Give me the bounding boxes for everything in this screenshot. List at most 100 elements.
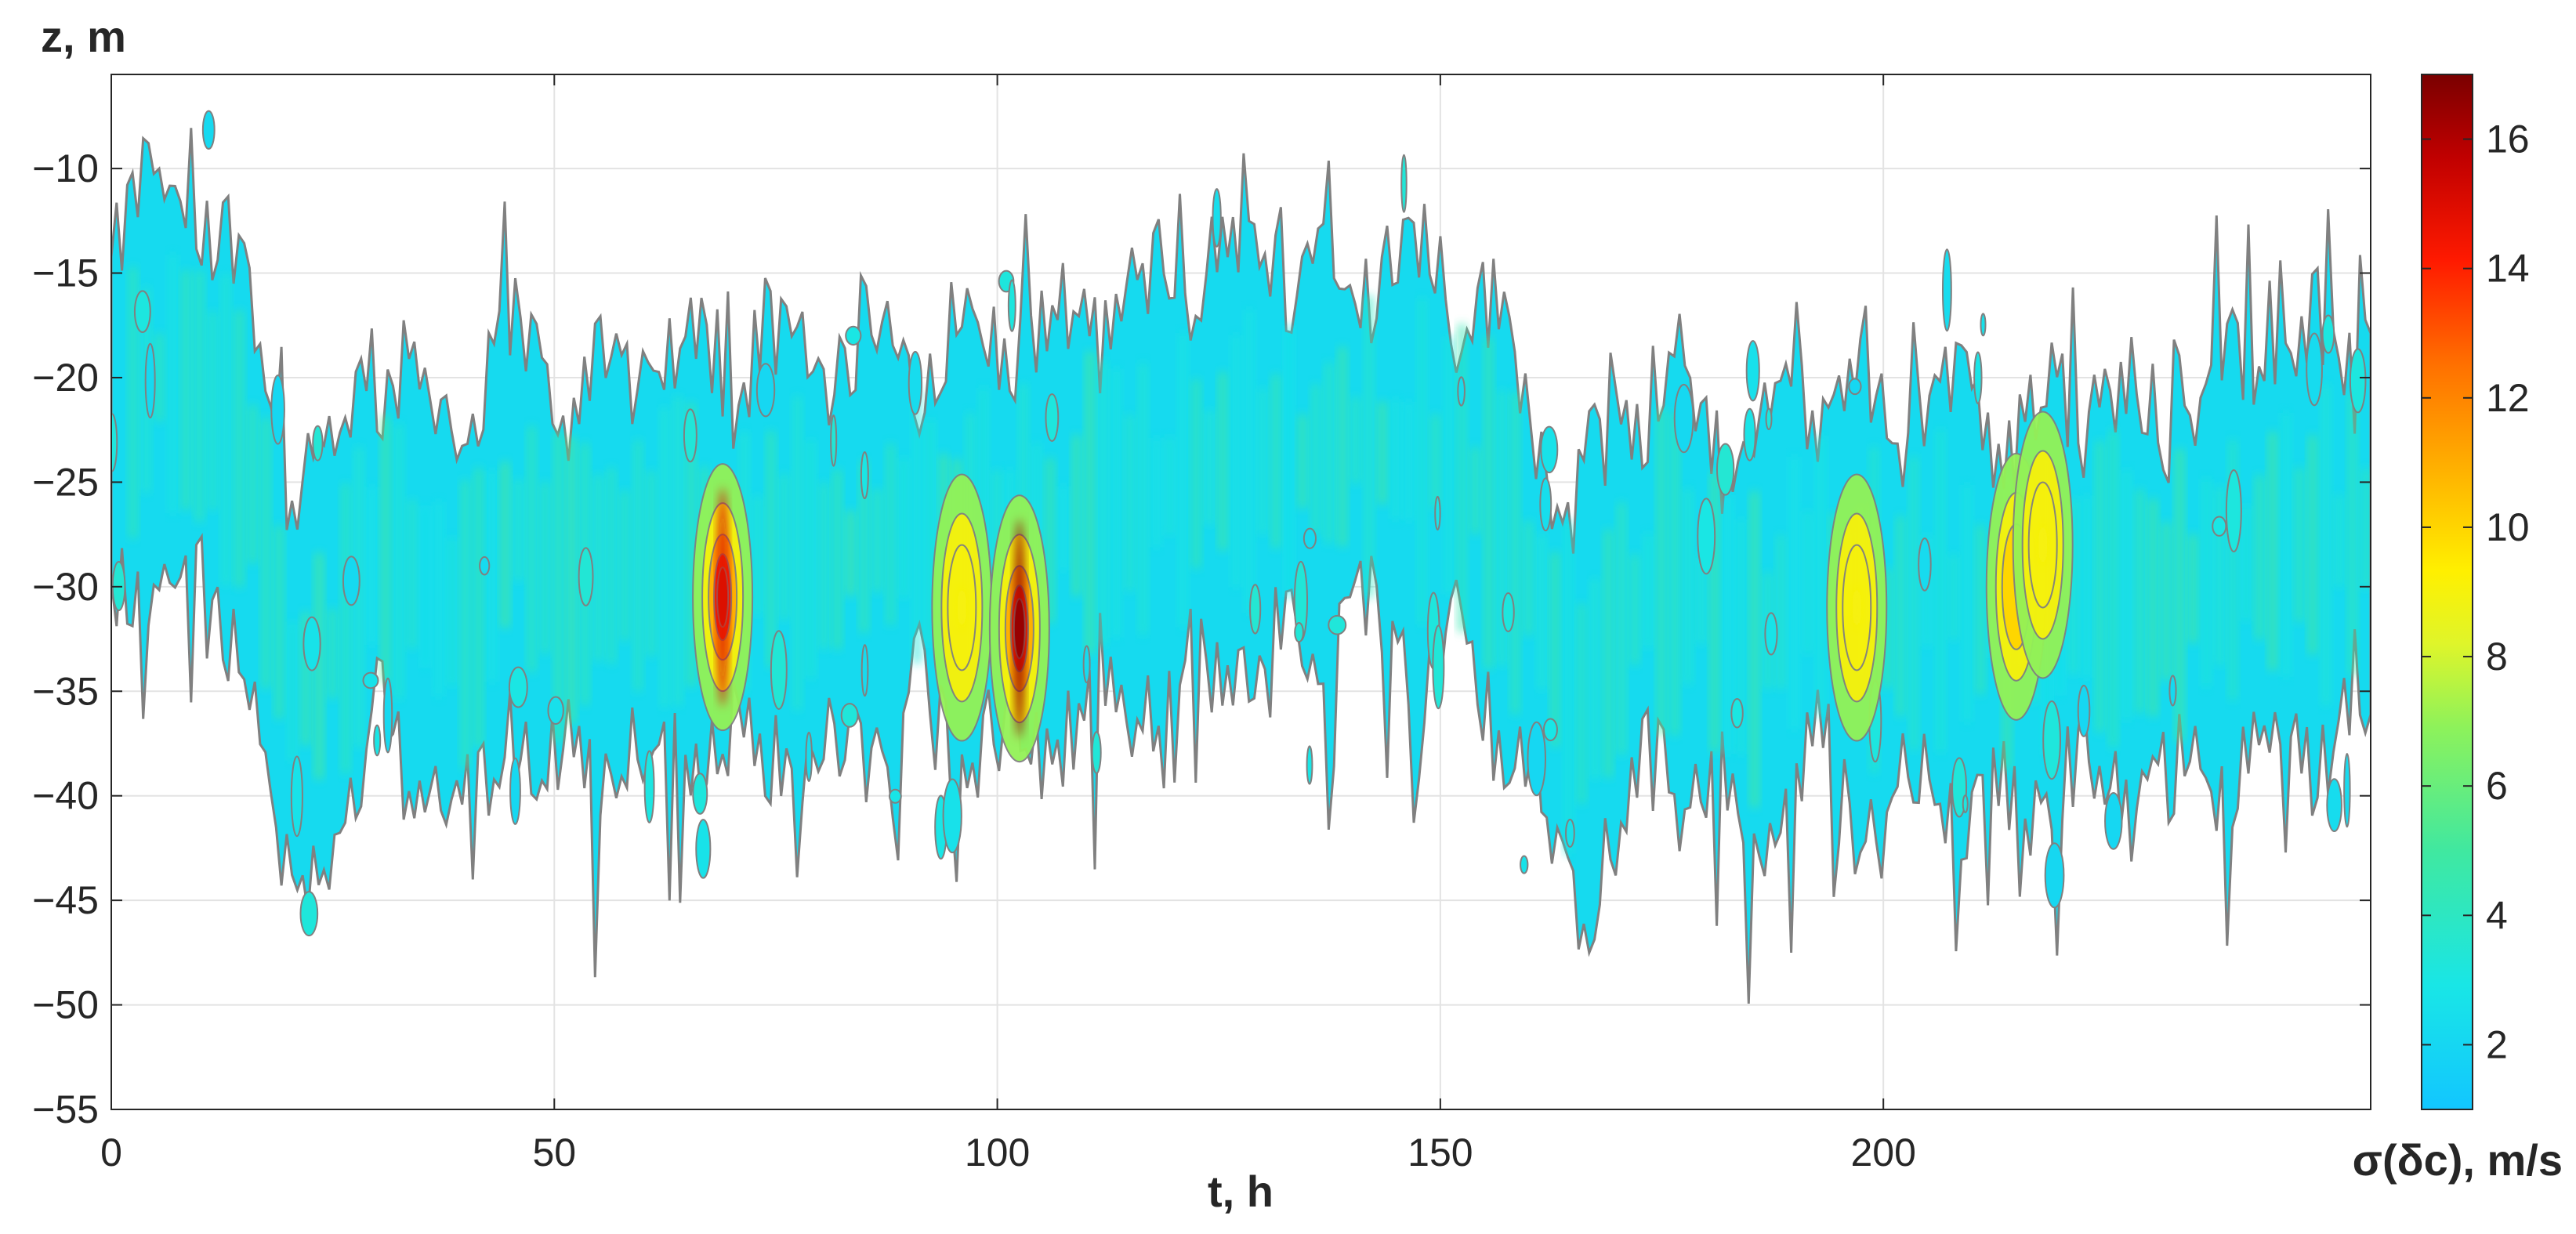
contour-streak <box>1152 437 1161 548</box>
plot-frame <box>111 74 2371 1110</box>
contour-blob <box>479 555 491 576</box>
contour-streak <box>1045 458 1054 624</box>
contour-blob <box>1400 154 1408 213</box>
contour-streak <box>2242 506 2251 621</box>
contour-streak <box>1737 519 1745 755</box>
x-tick-label: 50 <box>532 1131 576 1174</box>
contour-streak <box>1897 516 1905 716</box>
contour-streak <box>2162 522 2171 681</box>
contour-streak <box>1551 552 1560 747</box>
contour-streak <box>1192 379 1201 569</box>
contour-streak <box>315 553 324 780</box>
x-tick-label: 200 <box>1850 1131 1915 1174</box>
contour-streak <box>1245 309 1254 613</box>
contour-streak <box>182 270 190 510</box>
contour-blob <box>2326 778 2342 833</box>
contour-blob <box>1918 537 1932 592</box>
contour-streak <box>1139 363 1147 635</box>
contour-streak <box>900 458 908 599</box>
contour-blob <box>860 451 869 500</box>
contour-streak <box>368 487 377 645</box>
contour-streak <box>1498 390 1506 666</box>
contour-streak <box>1298 414 1307 508</box>
contour-streak <box>2082 495 2091 679</box>
contour-streak <box>1937 429 1945 753</box>
contour-streak <box>302 612 310 746</box>
contour-streak <box>1643 533 1653 649</box>
contour-streak <box>2321 384 2330 706</box>
contour-blob <box>547 696 564 726</box>
contour-blob <box>2349 348 2367 414</box>
x-tick-label: 0 <box>100 1131 122 1174</box>
colorbar-tick-label: 6 <box>2486 764 2508 808</box>
contour-streak <box>1710 472 1719 752</box>
contour-streak <box>1578 603 1586 805</box>
contour-blob <box>695 819 712 879</box>
contour-streak <box>1471 447 1480 534</box>
contour-blob <box>942 778 962 854</box>
contour-streak <box>487 470 496 682</box>
contour-blob <box>643 750 655 823</box>
contour-blob <box>805 731 813 783</box>
contour-streak <box>1205 410 1214 525</box>
colorbar-tick-label: 8 <box>2486 635 2508 679</box>
contour-blob <box>888 788 902 804</box>
contour-blob <box>1082 645 1091 684</box>
contour-streak <box>514 479 523 581</box>
contour-streak <box>1338 346 1347 547</box>
contour-streak <box>1511 392 1520 715</box>
contour-streak <box>793 396 802 711</box>
contour-streak <box>846 510 855 596</box>
contour-streak <box>222 274 230 586</box>
y-tick-label: −45 <box>32 878 99 922</box>
contour-streak <box>2281 413 2291 677</box>
contour-blob <box>270 375 285 445</box>
contour-blob <box>1302 527 1317 549</box>
contour-hotspot-core <box>957 584 967 631</box>
contour-streak <box>1072 435 1081 596</box>
contour-blob <box>2225 469 2242 553</box>
y-tick-label: −35 <box>32 669 99 713</box>
contour-streak <box>554 431 563 743</box>
contour-blob <box>1565 818 1575 848</box>
contour-streak <box>275 526 284 719</box>
contour-blob <box>1432 624 1445 710</box>
contour-streak <box>1538 534 1546 690</box>
contour-blob <box>578 547 594 606</box>
x-axis-title: t, h <box>1208 1167 1274 1216</box>
contour-streak <box>501 461 509 628</box>
contour-blob <box>373 724 382 757</box>
contour-blob <box>830 414 838 467</box>
contour-streak <box>873 489 882 592</box>
contour-streak <box>2202 478 2211 687</box>
contour-streak <box>1391 399 1400 519</box>
y-tick-label: −55 <box>32 1087 99 1131</box>
contour-hotspot-core <box>718 487 728 707</box>
contour-streak <box>2069 499 2078 675</box>
contour-blob <box>1716 443 1735 496</box>
contour-blob <box>2321 314 2335 354</box>
contour-blob <box>303 616 321 671</box>
contour-streak <box>1418 298 1426 624</box>
contour-blob <box>1539 477 1552 532</box>
contour-streak <box>1431 414 1440 508</box>
contour-streak <box>886 443 895 625</box>
contour-streak <box>2361 468 2370 588</box>
colorbar-tick-label: 10 <box>2486 505 2530 549</box>
contour-blob <box>1294 621 1304 643</box>
contour-streak <box>1817 436 1825 717</box>
x-tick-label: 100 <box>965 1131 1030 1174</box>
contour-blob <box>1941 248 1952 332</box>
contour-hotspot-core <box>1014 519 1024 739</box>
contour-streak <box>1099 360 1107 646</box>
contour-blob <box>382 677 393 754</box>
contour-streak <box>1790 456 1799 729</box>
contour-streak <box>168 254 177 513</box>
contour-streak <box>434 501 443 697</box>
contour-streak <box>288 621 297 761</box>
contour-blob <box>1973 351 1983 404</box>
contour-blob <box>1007 279 1016 332</box>
colorbar-title: σ(δc), m/s <box>2353 1135 2563 1185</box>
contour-blob <box>508 666 528 708</box>
